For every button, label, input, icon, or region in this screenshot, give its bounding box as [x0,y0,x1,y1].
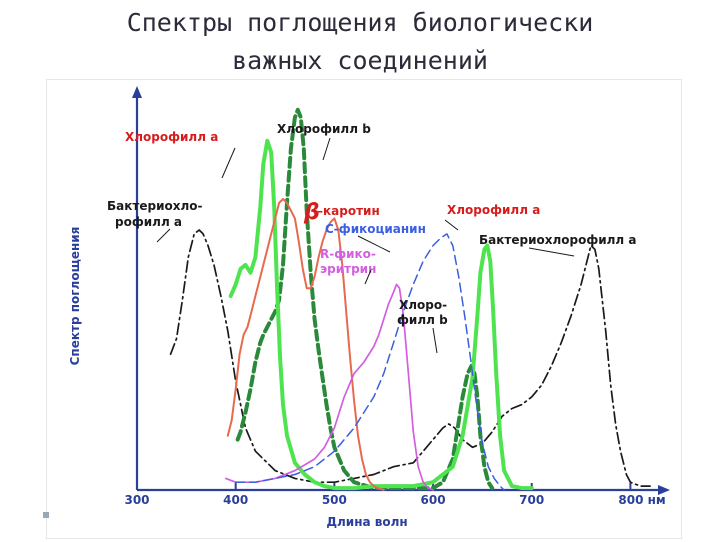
y-axis-arrow [132,86,142,98]
x-tick-label: 800 нм [618,493,665,507]
slide-bullet-marker [43,512,49,518]
absorption-spectra-chart: 300 400 500 600 700 800 нм Хлорофилл а Хлорофи… [47,80,681,538]
annotation-label: Хлорофилл а [447,203,540,217]
annotation-label: Хлорофилл b [277,122,371,136]
series-curve-1 [235,107,495,491]
annotation-label: –каротин [317,204,380,218]
series-curve-2 [228,138,534,491]
series-curve-3 [226,198,385,491]
annotation-leader [156,228,171,243]
slide-title: Спектры поглощения биологически важных с… [0,4,720,80]
chart-canvas: 300 400 500 600 700 800 нм Хлорофилл аХлорофи… [68,86,670,529]
chart-curves [169,107,651,491]
slide-title-line-1: Спектры поглощения биологически [126,8,594,37]
chart-annotations: Хлорофилл а Хлорофилл b Бактериохло-рофилл… [107,122,637,354]
x-tick-label: 700 [519,493,544,507]
annotation-label: филл b [397,313,448,327]
slide-title-line-2: важных соединений [232,46,488,75]
x-tick-label: 500 [322,493,347,507]
annotation-leader [357,235,391,253]
x-axis-title: Длина волн [326,515,407,529]
annotation-label: Бактериохлорофилл а [479,233,637,247]
annotation-leader [322,137,331,161]
series-curve-5 [234,233,505,491]
annotation-leader [432,327,438,354]
annotation-label: β [303,200,320,225]
annotation-label: С-фикоцианин [325,222,426,236]
series-curve-0 [169,229,651,487]
annotation-label: эритрин [320,262,376,276]
annotation-leader [221,147,236,179]
annotation-label: R-фико- [320,247,376,261]
annotation-label: Хлорофилл а [125,130,218,144]
chart-axis-labels: Длина волн Спектр поглощения [68,227,408,529]
annotation-leader [528,247,575,257]
x-axis-arrow [658,485,670,495]
annotation-leader [444,219,459,231]
x-tick-label: 600 [421,493,446,507]
chart-axes: 300 400 500 600 700 800 нм [124,86,670,507]
annotation-leader [364,269,372,285]
annotation-label: Бактериохло- [107,199,202,213]
series-curve-4 [224,283,434,491]
x-tick-label: 300 [124,493,149,507]
annotation-label: рофилл а [115,215,182,229]
x-tick-label: 400 [223,493,248,507]
annotation-label: Хлоро- [399,298,447,312]
y-axis-title: Спектр поглощения [68,227,82,366]
